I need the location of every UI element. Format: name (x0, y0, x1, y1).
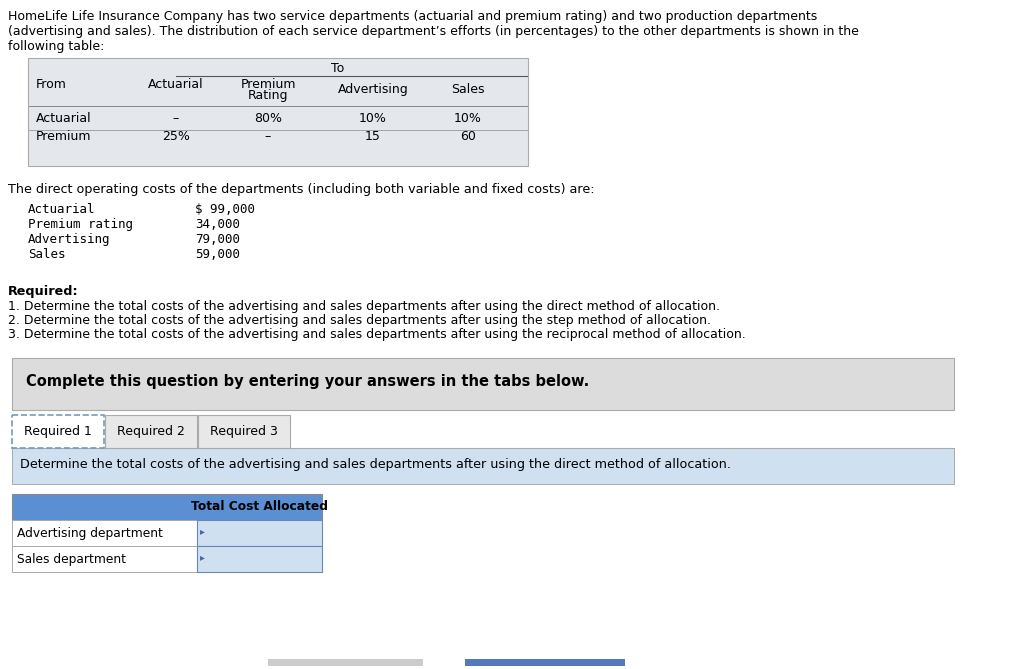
Text: –: – (265, 130, 271, 143)
Text: HomeLife Life Insurance Company has two service departments (actuarial and premi: HomeLife Life Insurance Company has two … (8, 10, 817, 23)
Text: Total Cost Allocated: Total Cost Allocated (191, 500, 328, 513)
Bar (12, 520, 197, 546)
Bar (28, 58, 528, 166)
Bar (12, 358, 954, 410)
Text: Actuarial: Actuarial (36, 112, 91, 125)
Text: To: To (332, 62, 345, 75)
Bar (198, 415, 290, 448)
Text: 79,000: 79,000 (195, 233, 240, 246)
Text: following table:: following table: (8, 40, 104, 53)
Text: 2. Determine the total costs of the advertising and sales departments after usin: 2. Determine the total costs of the adve… (8, 314, 711, 327)
Text: Advertising: Advertising (338, 83, 409, 96)
Text: (advertising and sales). The distribution of each service department’s efforts (: (advertising and sales). The distributio… (8, 25, 859, 38)
Bar (197, 520, 322, 546)
Text: Sales: Sales (28, 248, 66, 261)
Text: 3. Determine the total costs of the advertising and sales departments after usin: 3. Determine the total costs of the adve… (8, 328, 745, 341)
Text: Required:: Required: (8, 285, 79, 298)
Bar (268, 659, 423, 666)
Text: Premium: Premium (36, 130, 91, 143)
Text: The direct operating costs of the departments (including both variable and fixed: The direct operating costs of the depart… (8, 183, 595, 196)
Text: Premium: Premium (241, 78, 296, 91)
Text: Determine the total costs of the advertising and sales departments after using t: Determine the total costs of the adverti… (20, 458, 731, 471)
Bar (12, 448, 954, 484)
Text: Complete this question by entering your answers in the tabs below.: Complete this question by entering your … (26, 374, 589, 389)
Text: Sales department: Sales department (17, 553, 126, 566)
Text: $ 99,000: $ 99,000 (195, 203, 255, 216)
Text: 10%: 10% (359, 112, 387, 125)
Bar (28, 58, 528, 166)
Text: ▸: ▸ (200, 552, 205, 562)
Text: 25%: 25% (162, 130, 189, 143)
Text: 80%: 80% (254, 112, 282, 125)
Bar (12, 415, 104, 448)
Text: Actuarial: Actuarial (28, 203, 95, 216)
Bar (197, 546, 322, 572)
Bar (12, 546, 197, 572)
Text: 10%: 10% (454, 112, 482, 125)
Text: Required 2: Required 2 (117, 425, 185, 438)
Bar (105, 415, 197, 448)
Text: ▸: ▸ (200, 526, 205, 536)
Text: 34,000: 34,000 (195, 218, 240, 231)
Text: Actuarial: Actuarial (148, 78, 204, 91)
Text: Rating: Rating (248, 89, 288, 102)
Text: 1. Determine the total costs of the advertising and sales departments after usin: 1. Determine the total costs of the adve… (8, 300, 720, 313)
Text: Sales: Sales (452, 83, 484, 96)
Text: Advertising department: Advertising department (17, 527, 163, 540)
Bar (12, 494, 322, 520)
Text: Required 3: Required 3 (210, 425, 278, 438)
Text: 15: 15 (366, 130, 381, 143)
Text: 60: 60 (460, 130, 476, 143)
Text: –: – (173, 112, 179, 125)
Text: Premium rating: Premium rating (28, 218, 133, 231)
Bar (465, 659, 625, 666)
Text: Advertising: Advertising (28, 233, 111, 246)
Text: Required 1: Required 1 (24, 425, 92, 438)
Text: From: From (36, 78, 67, 91)
Text: 59,000: 59,000 (195, 248, 240, 261)
